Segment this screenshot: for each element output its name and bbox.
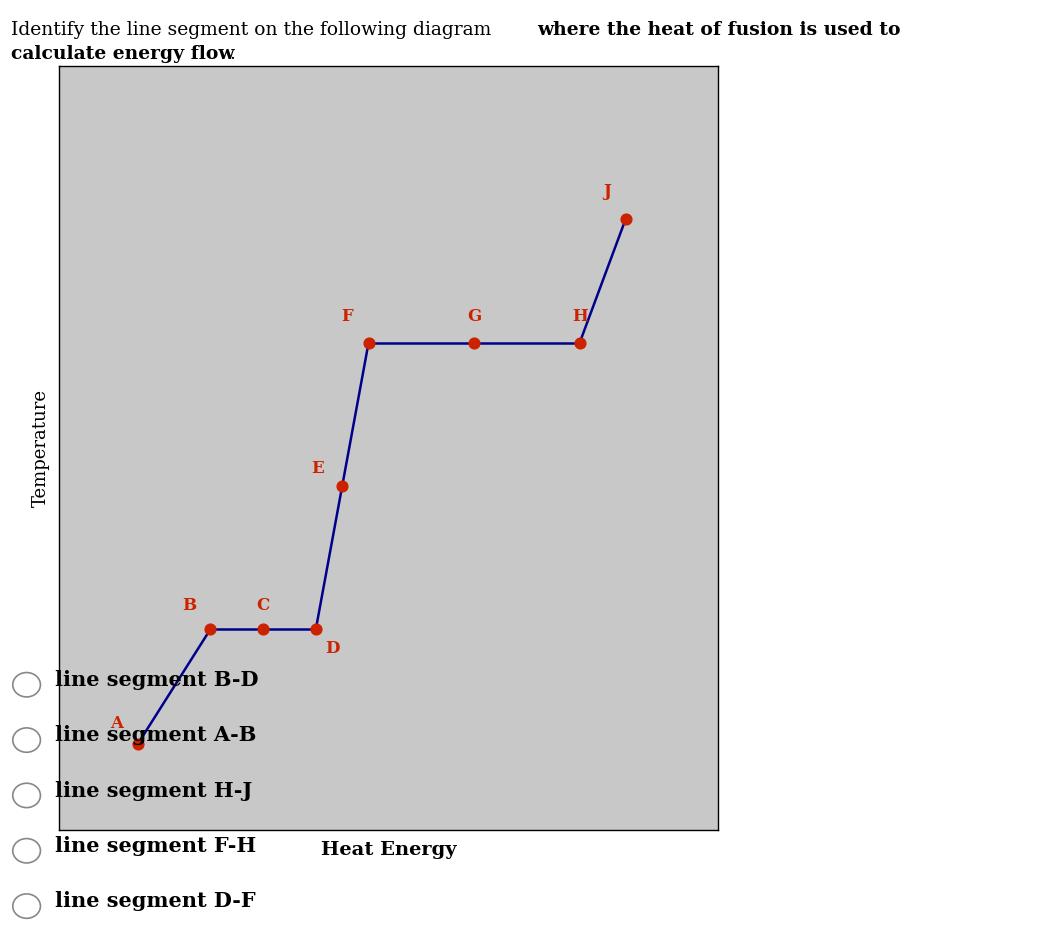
Point	[202, 622, 219, 637]
Point	[571, 335, 588, 350]
Point	[129, 736, 146, 751]
Text: line segment B-D: line segment B-D	[55, 670, 259, 690]
Text: B: B	[182, 598, 196, 614]
Text: D: D	[325, 640, 339, 657]
Text: H: H	[571, 308, 587, 325]
Text: line segment F-H: line segment F-H	[55, 836, 256, 856]
Text: where the heat of fusion is used to: where the heat of fusion is used to	[537, 21, 901, 38]
Text: Identify the line segment on the following diagram: Identify the line segment on the followi…	[11, 21, 497, 38]
Point	[254, 622, 271, 637]
Point	[334, 478, 351, 493]
Point	[617, 211, 634, 226]
Text: .: .	[229, 45, 235, 63]
Text: G: G	[467, 308, 481, 325]
Y-axis label: Temperature: Temperature	[32, 389, 50, 507]
Point	[466, 335, 483, 350]
Text: A: A	[110, 715, 123, 732]
Point	[360, 335, 377, 350]
Point	[307, 622, 325, 637]
Text: line segment D-F: line segment D-F	[55, 891, 256, 912]
Text: line segment A-B: line segment A-B	[55, 725, 256, 746]
Text: E: E	[311, 461, 323, 477]
Text: C: C	[256, 598, 269, 614]
X-axis label: Heat Energy: Heat Energy	[320, 841, 456, 859]
Text: J: J	[603, 183, 612, 201]
Text: line segment H-J: line segment H-J	[55, 780, 252, 801]
Text: F: F	[342, 308, 353, 325]
Text: calculate energy flow: calculate energy flow	[11, 45, 234, 63]
